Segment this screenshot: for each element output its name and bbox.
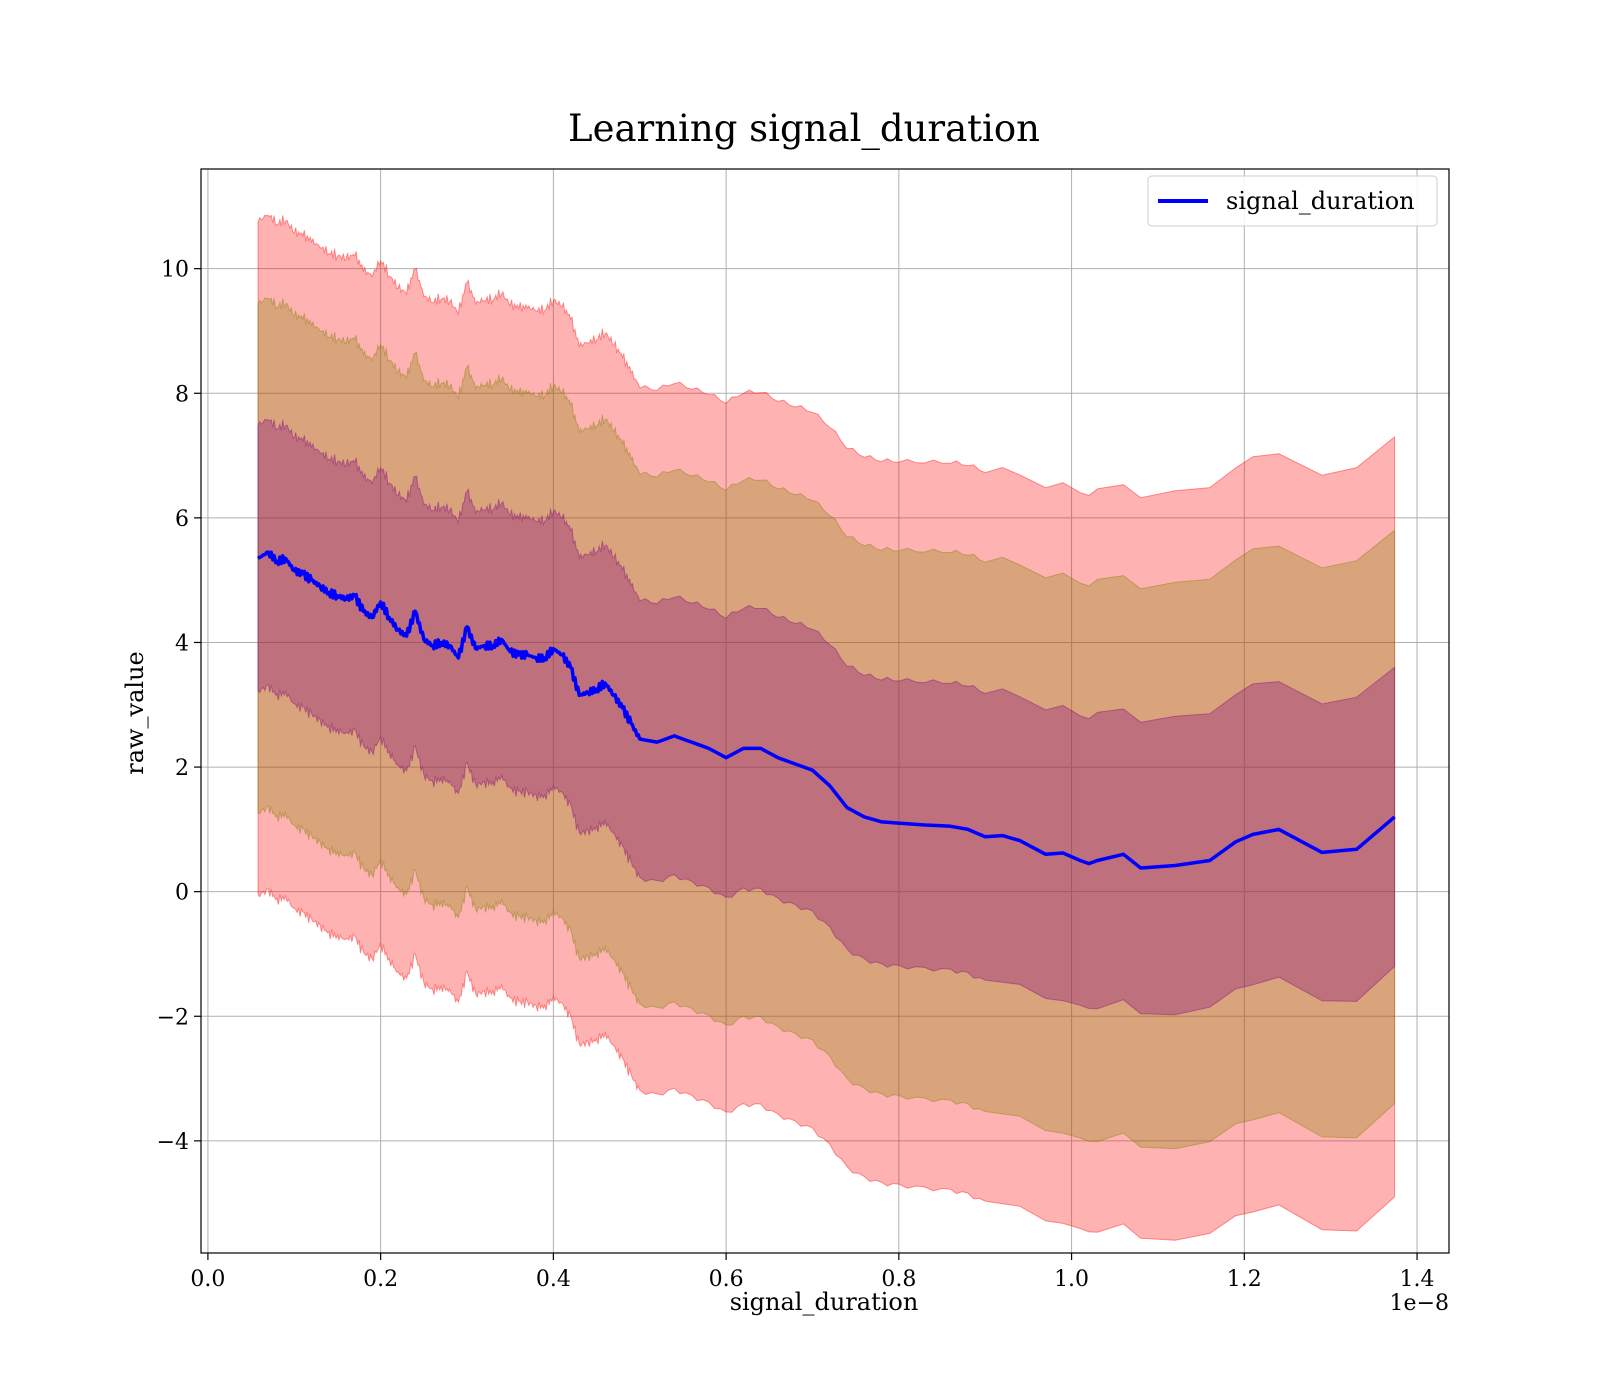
y-tick-label: 0	[175, 881, 189, 906]
y-axis-label: raw_value	[121, 651, 149, 775]
plot-frame	[200, 168, 1450, 1254]
series-lines	[256, 550, 1396, 870]
y-tick-label: 10	[161, 258, 189, 283]
x-tick-label: 1.0	[1054, 1267, 1089, 1292]
x-axis-offset-label: 1e−8	[1390, 1291, 1449, 1316]
legend-box	[1147, 175, 1438, 227]
x-tick-label: 0.2	[363, 1267, 398, 1292]
y-tick-label: −4	[157, 1130, 189, 1155]
confidence-bands	[257, 214, 1396, 1241]
x-tick-label: 0.4	[536, 1267, 571, 1292]
legend: signal_duration	[1147, 175, 1438, 227]
confidence-band-3	[257, 418, 1396, 1016]
legend-entry-signal-duration: signal_duration	[1226, 187, 1415, 215]
y-tick-label: −2	[157, 1005, 189, 1030]
x-axis-label: signal_duration	[730, 1288, 919, 1316]
y-tick-label: 6	[175, 507, 189, 532]
confidence-band-1	[257, 214, 1396, 1241]
y-tick-label: 8	[175, 382, 189, 407]
x-tick-label: 0.6	[709, 1267, 744, 1292]
x-tick-label: 0.0	[190, 1267, 225, 1292]
y-tick-label: 2	[175, 756, 189, 781]
x-tick-label: 1.2	[1227, 1267, 1262, 1292]
y-tick-label: 4	[175, 631, 189, 656]
confidence-band-2	[257, 297, 1396, 1150]
chart-title: Learning signal_duration	[568, 107, 1040, 151]
axis-ticks: 0.0 0.2 0.4 0.6 0.8 1.0 1.2 1.4 −4 −2 0 2 4 6 8 10	[157, 258, 1435, 1292]
x-tick-label: 0.8	[881, 1267, 916, 1292]
series-line-signal-duration	[256, 550, 1396, 870]
grid	[201, 169, 1449, 1253]
x-tick-label: 1.4	[1400, 1267, 1435, 1292]
